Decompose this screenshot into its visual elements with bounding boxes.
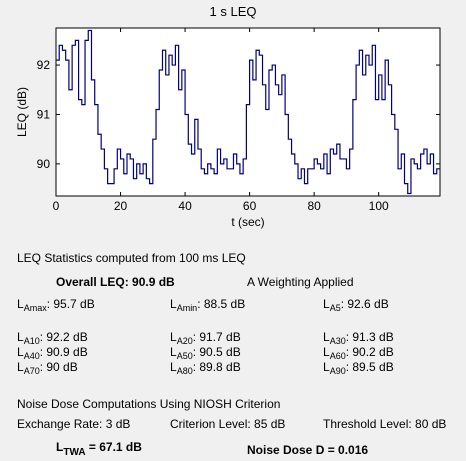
stat-lamax: LAmax: 95.7 dB bbox=[17, 297, 95, 313]
stat-la20: LA20: 91.7 dB bbox=[170, 330, 241, 346]
stat-la30: LA30: 91.3 dB bbox=[323, 330, 394, 346]
threshold-level: Threshold Level: 80 dB bbox=[323, 417, 447, 431]
series-line bbox=[56, 29, 440, 195]
x-tick-label: 100 bbox=[369, 199, 389, 213]
x-tick-label: 60 bbox=[243, 199, 257, 213]
y-tick-label: 91 bbox=[37, 107, 51, 121]
ltwa-value: LTWA = 67.1 dB bbox=[56, 440, 142, 458]
x-tick-label: 20 bbox=[114, 199, 128, 213]
stats-heading: LEQ Statistics computed from 100 ms LEQ bbox=[17, 251, 246, 265]
y-tick-label: 90 bbox=[37, 157, 51, 171]
stat-la80: LA80: 89.8 dB bbox=[170, 360, 241, 376]
y-tick-label: 92 bbox=[37, 58, 51, 72]
exchange-rate: Exchange Rate: 3 dB bbox=[17, 417, 131, 431]
stat-la10: LA10: 92.2 dB bbox=[17, 330, 88, 346]
stat-la70: LA70: 90 dB bbox=[17, 360, 78, 376]
noise-dose: Noise Dose D = 0.016 bbox=[247, 443, 369, 457]
stat-la90: LA90: 89.5 dB bbox=[323, 360, 394, 376]
x-tick-label: 80 bbox=[307, 199, 321, 213]
stat-la40: LA40: 90.9 dB bbox=[17, 345, 88, 361]
x-axis-label: t (sec) bbox=[231, 215, 264, 229]
x-tick-label: 0 bbox=[53, 199, 60, 213]
stat-la50: LA50: 90.5 dB bbox=[170, 345, 241, 361]
stat-lamin: LAmin: 88.5 dB bbox=[170, 297, 246, 313]
weighting-note: A Weighting Applied bbox=[247, 275, 354, 289]
plot-title: 1 s LEQ bbox=[209, 4, 257, 19]
criterion-level: Criterion Level: 85 dB bbox=[170, 417, 286, 431]
y-axis-label: LEQ (dB) bbox=[15, 87, 29, 137]
dose-heading: Noise Dose Computations Using NIOSH Crit… bbox=[17, 397, 281, 411]
leq-chart: 0 20 40 60 80 100 90 91 92 t (sec) LEQ (dB) bbox=[15, 27, 441, 229]
overall-leq: Overall LEQ: 90.9 dB bbox=[56, 275, 175, 289]
stat-la5: LA5: 92.6 dB bbox=[323, 297, 389, 313]
x-tick-label: 40 bbox=[178, 199, 192, 213]
stat-la60: LA60: 90.2 dB bbox=[323, 345, 394, 361]
